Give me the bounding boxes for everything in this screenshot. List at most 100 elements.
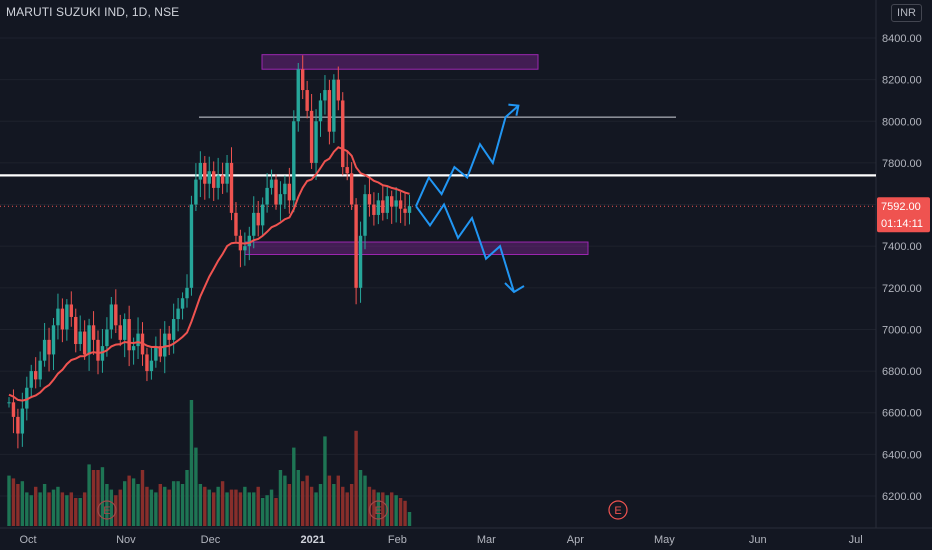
candle-body [176, 308, 180, 320]
demand-zone [244, 241, 589, 256]
volume-bar [283, 475, 287, 526]
supply-zone [261, 54, 539, 70]
y-tick-label: 7400.00 [882, 241, 922, 253]
volume-bar [158, 484, 162, 526]
candle-body [16, 416, 20, 434]
volume-bar [247, 492, 251, 526]
volume-bar [394, 495, 398, 526]
volume-bar [171, 481, 176, 526]
bearish-arrowhead [504, 282, 525, 294]
candle-body [145, 354, 149, 372]
y-tick-label: 6400.00 [882, 449, 922, 461]
candle-body [278, 194, 283, 205]
candle-body [318, 100, 323, 122]
candle-body [216, 175, 220, 188]
candle-body [65, 304, 69, 330]
candle-body [34, 371, 38, 380]
moving-average-line [8, 146, 410, 402]
candle-body [390, 196, 394, 207]
volume-bar [60, 492, 65, 526]
volume-bar [234, 489, 238, 526]
earnings-marker-label: E [103, 505, 110, 517]
candle-body [163, 333, 167, 357]
x-tick-label: Mar [477, 534, 496, 546]
candle-body [105, 329, 109, 347]
candle-body [114, 304, 118, 326]
volume-bar [105, 484, 109, 526]
currency-button[interactable]: INR [891, 4, 922, 22]
volume-bar [265, 495, 269, 526]
candle-body [260, 204, 265, 226]
candle-body [274, 179, 278, 205]
volume-bar [34, 486, 38, 526]
price-tag-box [877, 197, 930, 233]
volume-bar [301, 481, 305, 526]
candle-body [171, 319, 176, 340]
volume-bar [292, 447, 296, 526]
volume-bar [16, 484, 20, 526]
candle-body [136, 333, 140, 347]
candle-body [367, 194, 372, 205]
candle-body [403, 208, 407, 213]
volume-bar [42, 484, 47, 526]
volume-bar [163, 486, 167, 526]
candle-body [327, 90, 332, 132]
volume-bar [314, 492, 318, 526]
earnings-marker-label: E [614, 505, 621, 517]
candle-body [91, 325, 96, 340]
volume-bar [381, 492, 385, 526]
volume-bar [349, 484, 354, 526]
volume-bar [154, 492, 158, 526]
volume-bar [403, 500, 407, 526]
candle-body [220, 175, 225, 184]
y-tick-label: 8200.00 [882, 75, 922, 87]
x-tick-label: Nov [116, 534, 136, 546]
x-tick-label: Apr [567, 534, 584, 546]
volume-bar [203, 486, 207, 526]
volume-bar [390, 492, 394, 526]
volume-bar [354, 430, 358, 526]
candle-body [87, 325, 91, 355]
volume-bar [252, 492, 256, 526]
price-tag-value: 7592.00 [881, 201, 921, 213]
candle-body [42, 339, 47, 361]
candle-body [158, 346, 162, 357]
candle-body [131, 346, 136, 351]
x-tick-label: Oct [19, 534, 36, 546]
volume-bar [47, 492, 51, 526]
volume-bar [296, 470, 300, 526]
volume-bar [225, 492, 229, 526]
candle-body [292, 121, 296, 201]
candle-body [51, 325, 56, 355]
earnings-marker-label: E [375, 505, 382, 517]
volume-bar [358, 470, 363, 526]
volume-bar [91, 470, 96, 526]
volume-bar [332, 484, 336, 526]
bearish-projection-path [415, 202, 515, 293]
candle-body [265, 187, 269, 205]
candle-body [385, 196, 389, 213]
candle-body [358, 235, 363, 288]
volume-bar [7, 475, 11, 526]
candle-body [212, 171, 216, 188]
candle-body [398, 200, 403, 209]
candle-body [301, 69, 305, 91]
candle-body [109, 304, 114, 330]
candle-body [283, 183, 287, 195]
x-tick-label: Jun [749, 534, 767, 546]
candle-body [47, 339, 51, 355]
candle-body [269, 179, 274, 188]
candle-body [189, 204, 194, 288]
candle-body [96, 339, 100, 361]
candle-body [381, 200, 385, 213]
volume-bar [127, 475, 131, 526]
volume-bar [336, 475, 340, 526]
volume-bar [278, 470, 283, 526]
price-tag-countdown: 01:14:11 [881, 218, 923, 230]
candle-body [243, 246, 247, 251]
y-tick-label: 7000.00 [882, 324, 922, 336]
candle-body [323, 90, 327, 101]
volume-bar [109, 489, 114, 526]
volume-bar [140, 470, 145, 526]
volume-bar [25, 492, 29, 526]
